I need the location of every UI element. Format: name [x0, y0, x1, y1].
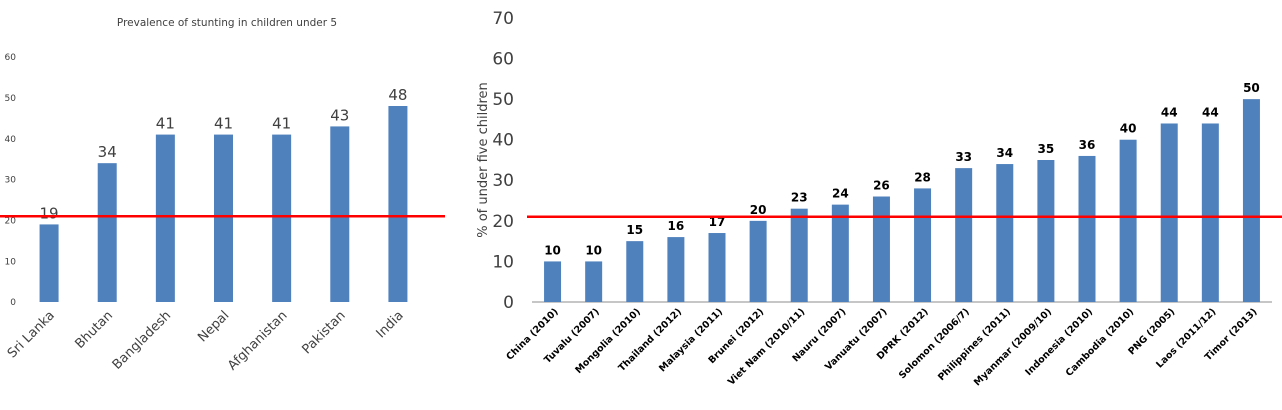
- chart-1-title: Prevalence of stunting in children under…: [117, 17, 337, 29]
- chart-2-category-label: Indonesia (2010): [1023, 306, 1095, 378]
- chart-2-bar: [544, 261, 562, 302]
- chart-2-y-tick-label: 20: [492, 212, 514, 232]
- chart-2-data-label: 10: [585, 243, 602, 257]
- chart-2-bar: [1078, 155, 1096, 302]
- chart-stunting-asia-pacific: % of under five children 0 10 20 30 40 50 60 70…: [476, 9, 1282, 388]
- chart-1-data-label: 41: [272, 115, 291, 133]
- chart-2-y-tick-label: 50: [492, 90, 514, 110]
- chart-2-bar: [914, 188, 932, 302]
- chart-1-category-label: Pakistan: [300, 308, 349, 357]
- chart-2-bar: [1242, 99, 1260, 303]
- chart-1-bar: [388, 106, 408, 302]
- chart-2-y-tick-label: 10: [492, 252, 514, 272]
- chart-2-y-tick-label: 70: [492, 9, 514, 29]
- chart-2-bar: [872, 196, 890, 302]
- chart-1-bar: [272, 134, 292, 302]
- chart-2-y-axis-label: % of under five children: [476, 82, 491, 238]
- chart-2-category-label: Cambodia (2010): [1064, 306, 1136, 378]
- chart-1-category-label: Afghanistan: [225, 308, 290, 373]
- chart-2-data-label: 10: [544, 243, 561, 257]
- chart-2-category-label: Myanmar (2009/10): [972, 306, 1054, 388]
- chart-2-bar: [831, 204, 849, 302]
- chart-2-data-label: 50: [1243, 81, 1260, 95]
- chart-1-bar: [214, 134, 233, 302]
- chart-2-y-tick-label: 0: [503, 293, 514, 313]
- chart-2-bar: [1160, 123, 1178, 302]
- chart-1-category-label: Sri Lanka: [5, 308, 58, 361]
- chart-2-data-label: 24: [832, 187, 849, 201]
- chart-2-y-tick-label: 40: [492, 131, 514, 151]
- chart-2-data-label: 17: [709, 215, 726, 229]
- chart-1-data-label: 19: [40, 204, 59, 222]
- chart-2-bar: [1037, 160, 1055, 302]
- chart-2-data-label: 35: [1038, 142, 1055, 156]
- chart-2-category-label: Viet Nam (2010/11): [726, 306, 807, 387]
- chart-2-data-label: 15: [626, 223, 643, 237]
- chart-2-bar: [955, 168, 973, 302]
- chart-1-data-label: 41: [214, 115, 233, 133]
- chart-1-category-label: Nepal: [195, 308, 232, 345]
- chart-1-category-label: Bangladesh: [110, 308, 175, 373]
- chart-2-data-label: 26: [873, 179, 890, 193]
- chart-2-category-label: Solomon (2006/7): [897, 306, 972, 381]
- chart-1-data-label: 48: [388, 86, 407, 104]
- chart-2-y-tick-label: 30: [492, 171, 514, 191]
- chart-2-bar: [996, 164, 1014, 302]
- chart-1-category-label: Bhutan: [72, 308, 116, 352]
- chart-1-data-label: 43: [330, 106, 349, 124]
- chart-2-data-label: 16: [668, 219, 685, 233]
- chart-1-data-label: 41: [156, 115, 175, 133]
- chart-2-data-label: 44: [1202, 105, 1219, 119]
- chart-1-y-tick-label: 60: [5, 53, 17, 63]
- chart-1-bar: [97, 163, 117, 302]
- chart-2-bar: [1119, 139, 1137, 302]
- chart-2-data-label: 33: [955, 150, 972, 164]
- chart-2-data-label: 28: [914, 170, 931, 184]
- chart-1-bar: [330, 126, 350, 303]
- chart-2-data-label: 40: [1120, 122, 1137, 136]
- chart-1-y-tick-label: 30: [5, 176, 17, 186]
- chart-2-data-label: 36: [1079, 138, 1096, 152]
- chart-1-y-tick-label: 0: [10, 298, 16, 308]
- chart-2-data-label: 20: [750, 203, 767, 217]
- chart-2-bar: [708, 233, 726, 302]
- chart-1-data-label: 34: [98, 143, 117, 161]
- chart-1-y-tick-label: 10: [5, 257, 17, 267]
- chart-2-y-tick-label: 60: [492, 50, 514, 70]
- chart-2-data-label: 34: [996, 146, 1013, 160]
- chart-2-bar: [790, 208, 808, 302]
- chart-1-y-tick-label: 40: [5, 135, 17, 145]
- chart-1-bar: [155, 134, 175, 302]
- chart-1-y-tick-label: 50: [5, 94, 17, 104]
- chart-2-category-label: Philippines (2011): [936, 306, 1013, 383]
- chart-2-bar: [585, 261, 603, 302]
- chart-1-bar: [39, 224, 59, 302]
- chart-2-data-label: 23: [791, 191, 808, 205]
- chart-stunting-south-asia: Prevalence of stunting in children under…: [0, 17, 445, 374]
- chart-2-data-label: 44: [1161, 105, 1178, 119]
- chart-2-bar: [749, 220, 767, 302]
- chart-2-bar: [626, 241, 644, 302]
- chart-2-bar: [667, 237, 685, 302]
- chart-1-y-tick-label: 20: [5, 216, 17, 226]
- chart-2-bar: [1201, 123, 1219, 302]
- chart-1-category-label: India: [374, 308, 407, 341]
